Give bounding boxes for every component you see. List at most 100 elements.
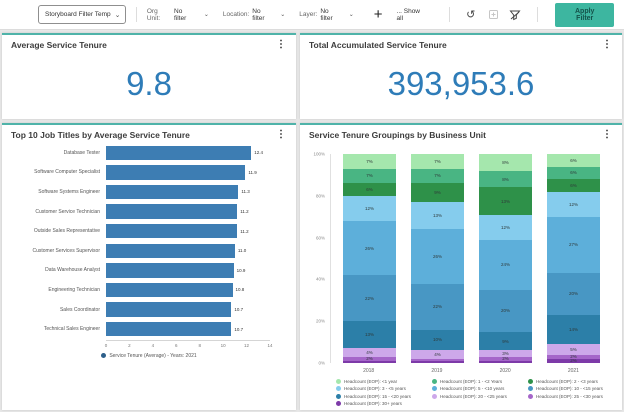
stack-segment[interactable] <box>411 360 464 363</box>
legend-item[interactable]: Headcount (EOP): 30+ years <box>336 401 426 406</box>
bar[interactable] <box>106 184 239 200</box>
bar-track: 11.2 <box>106 204 270 219</box>
stack-segment[interactable]: 9% <box>479 331 532 351</box>
bar-row: Outside Sales Representative 11.2 <box>2 221 296 241</box>
stack-segment[interactable]: 14% <box>547 314 600 345</box>
layer-filter[interactable]: Layer: No filter ⌄ <box>299 8 354 22</box>
legend-item[interactable]: Headcount (EOP): 2 - <3 years <box>528 378 618 384</box>
stack-segment[interactable]: 6% <box>547 179 600 192</box>
stack-segment[interactable]: 27% <box>547 216 600 274</box>
stack-segment[interactable]: 13% <box>411 202 464 230</box>
stack-segment[interactable]: 20% <box>547 273 600 315</box>
stack-segment[interactable]: 12% <box>479 214 532 240</box>
toolbar-divider <box>448 7 450 22</box>
segment-value-label: 12% <box>568 201 578 207</box>
stack-segment[interactable]: 6% <box>343 183 396 196</box>
stack-segment[interactable]: 2% <box>343 356 396 361</box>
x-axis-tick-label: 8 <box>198 342 201 348</box>
stack-segment[interactable]: 13% <box>479 187 532 215</box>
add-filter-button[interactable]: + <box>373 6 383 23</box>
stacked-chart-y-axis: 100% 80% 60% 40% 20% 0% <box>308 152 328 366</box>
legend-item[interactable]: Headcount (EOP): 1 - <2 Years <box>432 378 522 384</box>
bar[interactable] <box>106 263 234 278</box>
stack-segment[interactable]: 22% <box>411 283 464 330</box>
stack-segment[interactable]: 7% <box>343 168 396 184</box>
undo-icon[interactable]: ↺ <box>466 9 476 21</box>
stack-segment[interactable]: 12% <box>547 191 600 217</box>
bar[interactable] <box>106 243 235 259</box>
kebab-menu-icon[interactable]: ⋮ <box>602 39 612 50</box>
legend-label: Service Tenure (Average) - Years: 2021 <box>109 352 197 359</box>
x-axis-tick-label: 10 <box>220 342 226 348</box>
stack-segment[interactable]: 7% <box>411 154 464 169</box>
segment-value-label: 7% <box>434 173 441 179</box>
bar-value-label: 11.2 <box>240 228 249 234</box>
stacked-bar-2021[interactable]: 6% 6% 6% 12% 27% 20% 14% 5% 2% 2% <box>547 154 600 363</box>
legend-item[interactable]: Headcount (EOP): <1 year <box>336 378 426 384</box>
stack-segment[interactable]: 7% <box>411 168 464 184</box>
stack-segment[interactable] <box>411 358 464 361</box>
org-unit-filter[interactable]: Org Unit: No filter ⌄ <box>147 8 209 22</box>
stack-segment[interactable]: 12% <box>343 195 396 221</box>
stack-segment[interactable]: 8% <box>479 170 532 188</box>
stack-segment[interactable]: 2% <box>547 354 600 359</box>
bar-value-label: 12.4 <box>254 150 264 156</box>
stack-segment[interactable]: 7% <box>343 154 396 169</box>
bar[interactable] <box>106 165 246 180</box>
stack-segment[interactable] <box>343 360 396 363</box>
stack-segment[interactable]: 26% <box>343 220 396 276</box>
legend-item[interactable]: Headcount (EOP): 20 - <25 years <box>432 393 522 399</box>
clear-filter-icon[interactable] <box>509 8 521 21</box>
segment-value-label: 7% <box>366 158 373 164</box>
bar[interactable] <box>106 302 232 317</box>
legend-item[interactable]: Headcount (EOP): 10 - <15 years <box>528 386 618 391</box>
location-filter[interactable]: Location: No filter ⌄ <box>223 8 285 22</box>
stack-segment[interactable]: 9% <box>411 183 464 203</box>
legend-item[interactable]: Headcount (EOP): 3 - <5 years <box>336 386 426 391</box>
stack-segment[interactable]: 3% <box>479 350 532 357</box>
legend-dot-icon <box>528 386 533 391</box>
bar-track: 11.9 <box>106 165 270 180</box>
segment-value-label: 6% <box>570 170 577 176</box>
stack-segment[interactable]: 10% <box>411 329 464 351</box>
bar-row: Database Tester 12.4 <box>2 143 296 163</box>
legend-item[interactable]: Headcount (EOP): 25 - <30 years <box>528 393 618 399</box>
stack-segment[interactable]: 13% <box>343 321 396 349</box>
stack-segment[interactable]: 20% <box>479 289 532 332</box>
bar[interactable] <box>106 223 238 239</box>
stacked-bar-2020[interactable]: 8% 8% 13% 12% 24% 20% 9% 3% 2% <box>479 154 532 363</box>
stack-segment[interactable]: 24% <box>479 239 532 290</box>
bar-chart-legend[interactable]: Service Tenure (Average) - Years: 2021 <box>2 353 296 359</box>
chevron-down-icon: ⌄ <box>280 12 286 18</box>
stack-segment[interactable]: 8% <box>479 154 532 171</box>
legend-label: Headcount (EOP): 3 - <5 years <box>344 386 406 391</box>
bar[interactable] <box>106 204 238 219</box>
show-all-button[interactable]: ... Show all <box>396 7 420 22</box>
legend-item[interactable]: Headcount (EOP): 15 - <20 years <box>336 393 426 399</box>
stacked-bar-2019[interactable]: 7% 7% 9% 13% 26% 22% 10% 4% <box>411 154 464 363</box>
apply-filter-button[interactable]: Apply Filter <box>555 2 614 27</box>
bar[interactable] <box>106 282 233 298</box>
stack-segment[interactable]: 6% <box>547 154 600 167</box>
chevron-down-icon: ⌄ <box>348 12 354 18</box>
stack-segment[interactable]: 4% <box>343 348 396 357</box>
kebab-menu-icon[interactable]: ⋮ <box>276 39 286 50</box>
stack-segment[interactable]: 6% <box>547 166 600 180</box>
stacked-bar-2018[interactable]: 7% 7% 6% 12% 26% 22% 13% 4% 2% <box>343 154 396 363</box>
stack-segment[interactable]: 22% <box>343 275 396 322</box>
stack-segment[interactable]: 4% <box>411 350 464 359</box>
kebab-menu-icon[interactable]: ⋮ <box>276 129 286 140</box>
legend-dot-icon <box>528 378 533 384</box>
legend-item[interactable]: Headcount (EOP): 5 - <10 years <box>432 386 522 391</box>
stack-segment[interactable]: 26% <box>411 229 464 284</box>
legend-dot-icon <box>336 393 341 399</box>
stack-segment[interactable] <box>479 360 532 363</box>
kebab-menu-icon[interactable]: ⋮ <box>602 129 612 140</box>
stack-segment[interactable]: 5% <box>547 344 600 355</box>
storyboard-filter-dropdown[interactable]: Storyboard Filter Temp ⌄ <box>38 5 126 24</box>
bar[interactable] <box>106 321 232 337</box>
stack-segment[interactable]: 2% <box>479 356 532 361</box>
stack-segment[interactable]: 2% <box>547 358 600 363</box>
bar[interactable] <box>106 145 252 161</box>
legend-label: Headcount (EOP): 1 - <2 Years <box>440 378 503 384</box>
